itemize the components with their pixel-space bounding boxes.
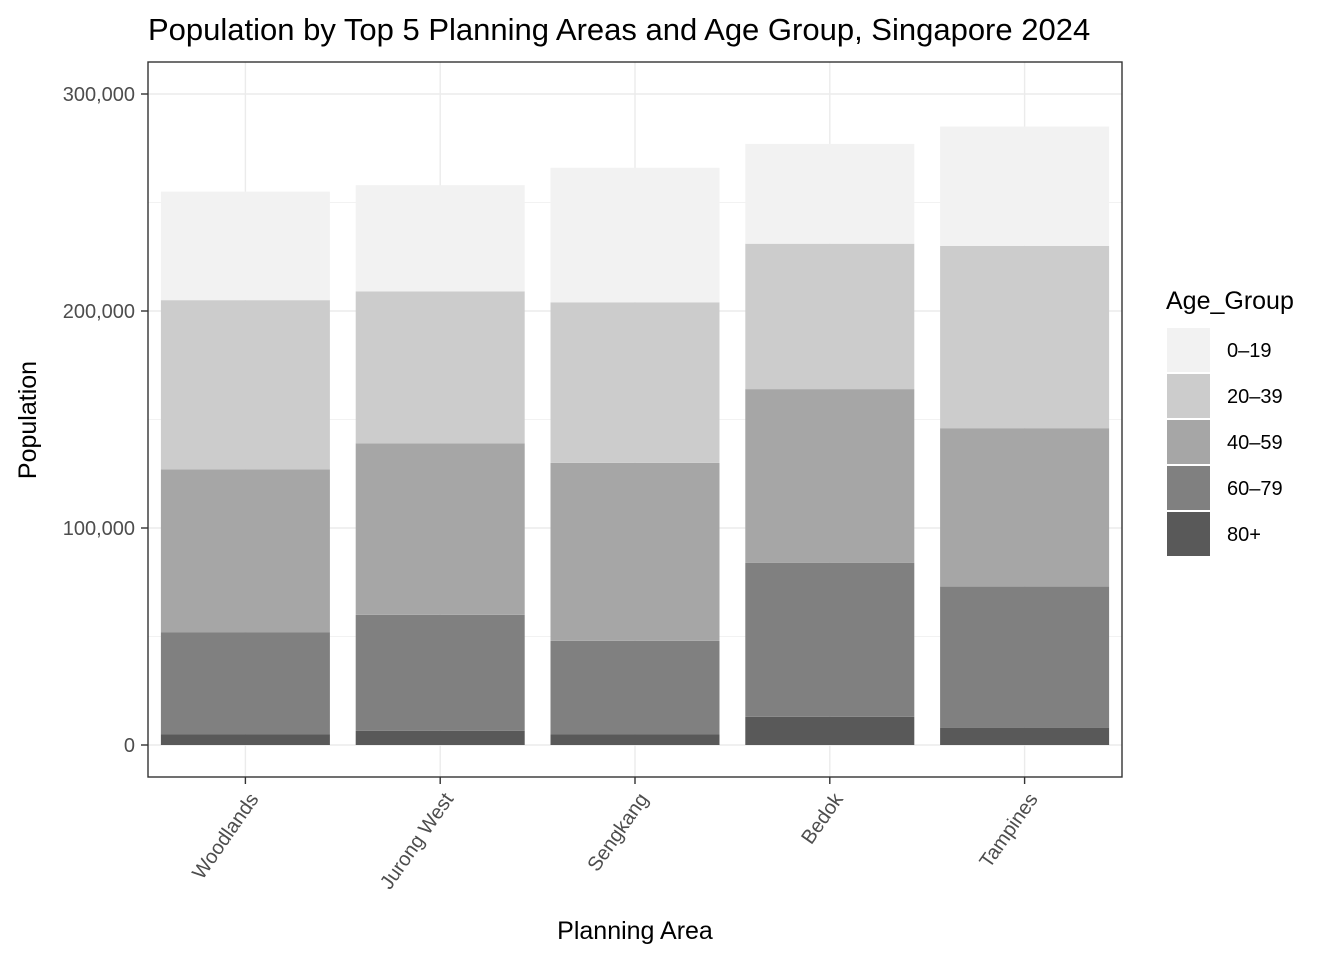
bar-segment: [160, 191, 330, 301]
bar-segment: [940, 586, 1110, 728]
y-axis: 0 100,000 200,000 300,000: [63, 84, 148, 757]
legend-key: [1167, 512, 1210, 556]
bar-segment: [940, 126, 1110, 246]
legend-title: Age_Group: [1166, 287, 1294, 315]
bar-segment: [160, 632, 330, 735]
bar-segment: [940, 245, 1110, 429]
y-tick-label: 100,000: [63, 518, 135, 540]
bar-segment: [745, 389, 915, 563]
bar-segment: [745, 143, 915, 244]
legend-key: [1167, 420, 1210, 464]
bar-segment: [355, 730, 525, 745]
bar-segment: [550, 462, 720, 641]
bar-segment: [745, 716, 915, 745]
y-axis-title: Population: [14, 361, 42, 479]
bar-segment: [745, 243, 915, 390]
bar-segment: [160, 469, 330, 633]
x-tick-label: Tampines: [976, 789, 1043, 872]
legend-label: 80+: [1227, 524, 1261, 546]
x-tick-label: Bedok: [797, 788, 848, 848]
bar-segment: [355, 291, 525, 444]
legend-label: 60–79: [1227, 478, 1283, 500]
bar-segment: [160, 734, 330, 745]
bar-segment: [550, 640, 720, 735]
bars: [160, 126, 1110, 745]
x-tick-label: Woodlands: [188, 789, 263, 883]
legend-key: [1167, 374, 1210, 418]
x-tick-label: Jurong West: [376, 789, 458, 894]
x-axis-title: Planning Area: [557, 917, 713, 945]
legend-label: 0–19: [1227, 340, 1272, 362]
bar-segment: [940, 727, 1110, 745]
x-tick-label: Sengkang: [583, 789, 653, 875]
bar-segment: [160, 300, 330, 470]
bar-segment: [355, 185, 525, 292]
bar-segment: [745, 562, 915, 717]
bar-segment: [355, 614, 525, 731]
legend-label: 40–59: [1227, 432, 1283, 454]
bar-segment: [550, 302, 720, 463]
bar-segment: [940, 428, 1110, 587]
legend: Age_Group 0–19 20–39 40–59 60–79 80+: [1166, 287, 1294, 556]
bar-segment: [550, 734, 720, 745]
y-tick-label: 200,000: [63, 301, 135, 323]
legend-key: [1167, 328, 1210, 372]
x-axis: Woodlands Jurong West Sengkang Bedok Tampine…: [188, 777, 1043, 894]
legend-key: [1167, 466, 1210, 510]
legend-label: 20–39: [1227, 386, 1283, 408]
y-tick-label: 300,000: [63, 84, 135, 106]
chart-title: Population by Top 5 Planning Areas and A…: [148, 12, 1090, 47]
y-tick-label: 0: [124, 735, 135, 757]
bar-segment: [550, 167, 720, 303]
bar-segment: [355, 443, 525, 615]
